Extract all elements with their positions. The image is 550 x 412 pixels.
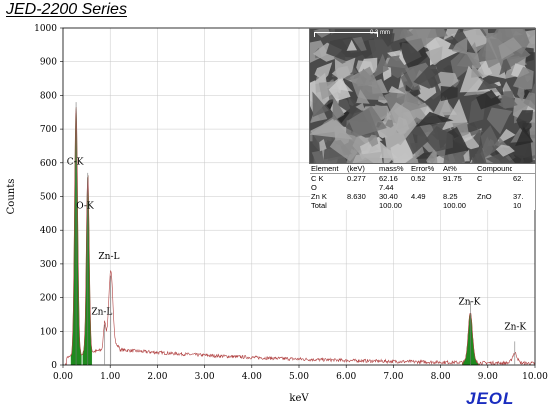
- table-cell: O: [311, 183, 317, 192]
- sem-micrograph: 0.3 mm: [309, 28, 536, 164]
- table-cell: [442, 183, 476, 192]
- y-tick-label: 500: [40, 193, 57, 203]
- table-cell: 0.277: [347, 174, 366, 183]
- table-cell: C K: [311, 174, 324, 183]
- table-header-cell: mass%: [378, 164, 410, 174]
- y-tick-label: 600: [40, 159, 57, 169]
- table-header-cell: Error%: [410, 164, 442, 174]
- x-tick-label: 3.00: [195, 372, 215, 382]
- y-axis-label: Counts: [6, 179, 17, 215]
- y-tick-label: 800: [40, 91, 57, 101]
- table-cell: [476, 201, 512, 210]
- table-cell: [410, 201, 442, 210]
- table-cell: 4.49: [411, 192, 426, 201]
- quantitative-results-table: Element (keV) mass% Error% At% Compound C K 0.…: [310, 164, 535, 210]
- table-cell: [346, 201, 378, 210]
- x-tick-label: 6.00: [336, 372, 356, 382]
- y-tick-labels: 0 100 200 300 400 500 600 700 800 900 1000: [34, 24, 63, 371]
- table-cell: ZnO: [477, 192, 492, 201]
- y-tick-label: 900: [40, 58, 57, 68]
- table-header-cell: Element: [310, 164, 346, 174]
- y-tick-label: 400: [40, 226, 57, 236]
- series-title: JED-2200 Series: [6, 1, 127, 18]
- table-cell: [346, 183, 378, 192]
- x-tick-labels: 0.00 1.00 2.00 3.00 4.00 5.00 6.00 7.00 8.00 9.00…: [53, 365, 548, 382]
- x-axis-label: keV: [289, 393, 309, 404]
- table-cell: [476, 183, 512, 192]
- table-cell: Zn K: [311, 192, 327, 201]
- x-tick-label: 0.00: [53, 372, 73, 382]
- peak-label: C-K: [67, 157, 84, 167]
- table-header-cell: Compound: [476, 164, 512, 174]
- sem-scale-bar: [314, 32, 378, 37]
- table-cell: C: [477, 174, 483, 183]
- table-header-cell: [512, 164, 535, 174]
- jeol-logo: JEOL: [466, 389, 515, 408]
- table-cell: 0.52: [411, 174, 426, 183]
- table-row: O 7.44: [310, 183, 535, 192]
- x-tick-label: 9.00: [478, 372, 498, 382]
- table-row: Total 100.00 100.00 10: [310, 201, 535, 210]
- table-cell: 62.: [513, 174, 524, 183]
- x-tick-label: 8.00: [431, 372, 451, 382]
- table-row: C K 0.277 62.16 0.52 91.75 C 62.: [310, 174, 535, 184]
- y-tick-label: 300: [40, 260, 57, 270]
- x-tick-label: 4.00: [242, 372, 262, 382]
- table-cell: [512, 183, 535, 192]
- x-tick-label: 7.00: [383, 372, 403, 382]
- x-tick-label: 5.00: [289, 372, 309, 382]
- spectrum-line: [65, 107, 536, 366]
- y-tick-label: 200: [40, 294, 57, 304]
- y-tick-label: 100: [40, 327, 57, 337]
- table-cell: 10: [513, 201, 522, 210]
- y-tick-label: 1000: [34, 24, 57, 34]
- table-header-cell: (keV): [346, 164, 378, 174]
- y-tick-label: 0: [51, 361, 57, 371]
- table-cell: 100.00: [379, 201, 402, 210]
- table-cell: 8.25: [443, 192, 458, 201]
- table-cell: 62.16: [379, 174, 398, 183]
- peak-label: Zn-K: [504, 323, 526, 333]
- peak-markers: [75, 102, 516, 365]
- table-header-row: Element (keV) mass% Error% At% Compound: [310, 164, 535, 174]
- sem-texture: [310, 29, 535, 163]
- table-cell: 30.40: [379, 192, 398, 201]
- peak-label: O-K: [76, 201, 94, 211]
- table-cell: 8.630: [347, 192, 366, 201]
- peak-label: Zn-L: [91, 307, 112, 317]
- x-tick-label: 1.00: [100, 372, 120, 382]
- table-cell: 100.00: [443, 201, 466, 210]
- table-cell: 7.44: [379, 183, 394, 192]
- table-row: Zn K 8.630 30.40 4.49 8.25 ZnO 37.: [310, 192, 535, 201]
- table-cell: 91.75: [443, 174, 462, 183]
- table-cell: [410, 183, 442, 192]
- x-tick-label: 10.00: [522, 372, 548, 382]
- y-tick-label: 700: [40, 125, 57, 135]
- table-cell: 37.: [513, 192, 524, 201]
- table-header-cell: At%: [442, 164, 476, 174]
- table-cell: Total: [311, 201, 327, 210]
- peak-label: Zn-L: [98, 252, 119, 262]
- peak-label: Zn-K: [459, 297, 481, 307]
- x-tick-label: 2.00: [147, 372, 167, 382]
- peak-labels: C-K O-K Zn-L Zn-L Zn-K Zn-K: [67, 157, 527, 332]
- sem-scale-label: 0.3 mm: [370, 30, 391, 36]
